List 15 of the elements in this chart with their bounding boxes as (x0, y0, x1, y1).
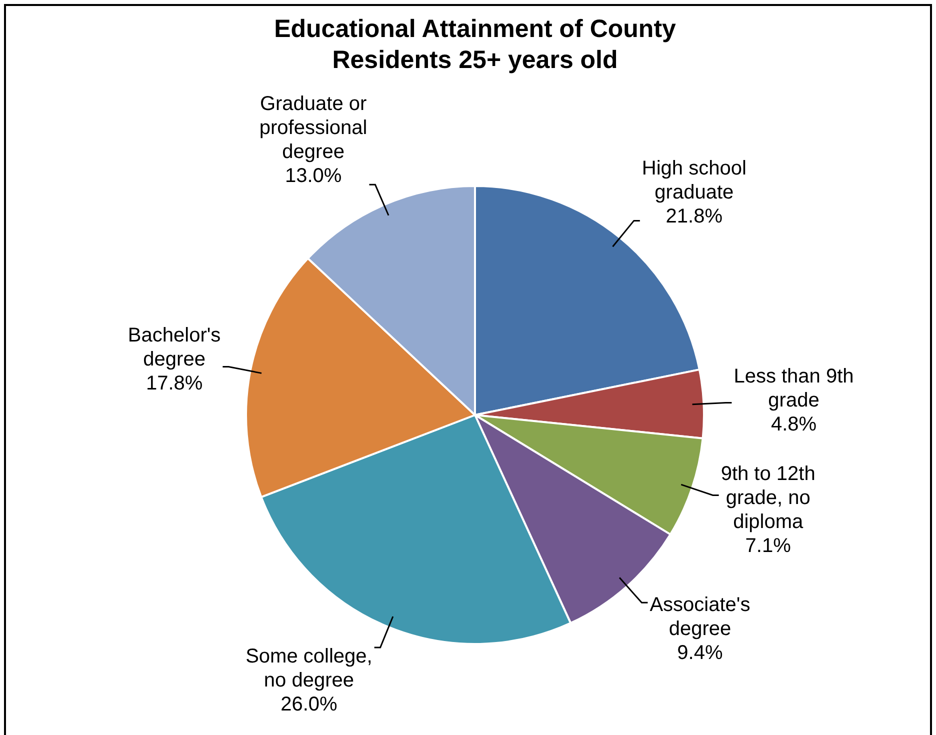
slice-label: High school graduate (642, 157, 746, 204)
slice-label: Less than 9th grade (734, 366, 854, 412)
slice-label: Bachelor's degree (128, 324, 221, 370)
slice-label: Associate's degree (650, 594, 750, 640)
slice-label: 9th to 12th grade, no diploma (720, 463, 816, 534)
data-label: 4.8% (770, 414, 817, 436)
slice-label: Some college, no degree (246, 645, 372, 692)
slice-label: Graduate or professional degree (259, 93, 368, 164)
data-label: 26.0% (280, 693, 338, 716)
data-label: 9.4% (677, 642, 723, 664)
data-label: 21.8% (666, 205, 723, 228)
data-label: 7.1% (745, 535, 792, 558)
data-label: 13.0% (284, 165, 342, 188)
chart-title: Educational Attainment of County Residents 25+ years old (273, 14, 677, 76)
data-label: 17.8% (146, 372, 203, 394)
